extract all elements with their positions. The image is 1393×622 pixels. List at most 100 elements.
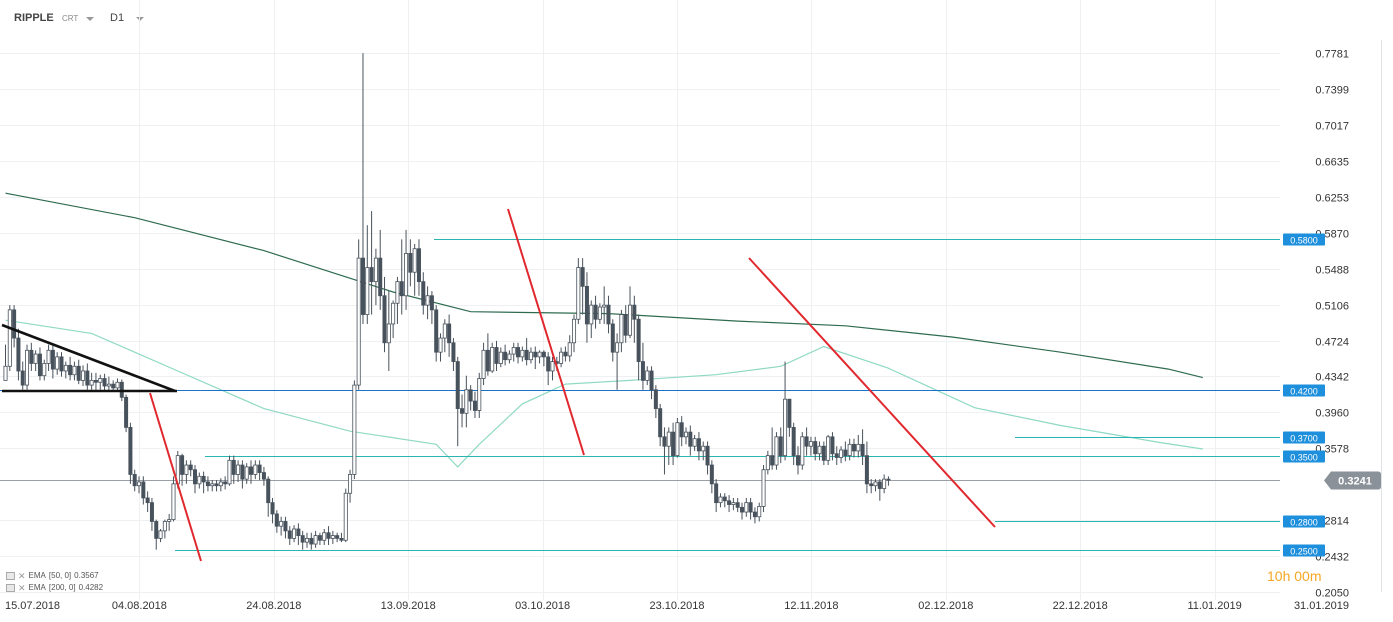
candle-bearish [382, 295, 387, 344]
level-price-tag-label: 0.4200 [1290, 387, 1318, 397]
candle-bearish [739, 506, 744, 513]
candle-bullish [244, 466, 249, 480]
level-price-tag [1283, 233, 1325, 246]
candle-bearish [787, 398, 792, 428]
candle-bearish [240, 464, 245, 480]
candle-bearish [37, 353, 42, 377]
candle-bullish [46, 349, 51, 364]
candle-bullish [761, 469, 766, 507]
indicator-settings-icon[interactable] [6, 584, 15, 592]
candle-bullish [42, 363, 47, 377]
candle-bullish [464, 389, 469, 414]
candle-bearish [451, 342, 456, 362]
triangle-upper-line [1, 323, 176, 393]
candle-bearish [623, 314, 628, 336]
candle-bearish [145, 497, 150, 504]
candle-bearish [778, 436, 783, 457]
candle-bearish [68, 364, 73, 376]
y-tick-label: 0.4724 [1315, 337, 1349, 349]
candle-bearish [460, 408, 465, 414]
candle-bullish [507, 353, 512, 361]
candle-bearish [270, 502, 275, 515]
type-dropdown-chevron-icon[interactable] [86, 17, 94, 21]
candle-bullish [7, 309, 12, 367]
candle-bullish [343, 492, 348, 541]
x-tick-label: 15.07.2018 [5, 600, 60, 612]
y-tick-label: 0.5488 [1315, 265, 1349, 277]
candle-bearish [193, 469, 198, 485]
candle-bearish [485, 349, 490, 372]
remove-indicator-icon[interactable]: ✕ [18, 583, 26, 593]
candle-bearish [429, 295, 434, 311]
candle-bearish [886, 478, 891, 481]
candle-bullish [873, 481, 878, 487]
candle-bullish [645, 370, 650, 381]
candle-bearish [416, 248, 421, 283]
candle-bearish [201, 475, 206, 483]
candle-bearish [447, 323, 452, 344]
candle-bearish [640, 361, 645, 381]
candle-bearish [671, 431, 676, 457]
countdown-minutes-unit: m [1309, 568, 1322, 584]
candle-bearish [59, 356, 64, 372]
candle-bearish [804, 436, 809, 447]
candle-bullish [567, 342, 572, 357]
x-tick-label: 03.10.2018 [515, 600, 570, 612]
candle-bearish [149, 502, 154, 522]
candle-bullish [55, 356, 60, 370]
level-price-tag [1283, 515, 1325, 528]
candle-bullish [395, 281, 400, 304]
candle-bearish [580, 267, 585, 287]
candle-bullish [628, 304, 633, 336]
candle-bullish [106, 383, 111, 387]
candle-bullish [615, 342, 620, 353]
candle-bullish [115, 381, 120, 389]
y-tick-label: 0.2050 [1315, 588, 1349, 600]
candle-bullish [481, 349, 486, 379]
candle-bearish [632, 304, 637, 320]
ema50-line [5, 319, 1203, 468]
candle-bearish [864, 455, 869, 485]
candle-bullish [597, 306, 602, 320]
candle-bearish [16, 337, 21, 372]
candle-bearish [546, 356, 551, 372]
candle-bullish [438, 337, 443, 353]
candle-bullish [765, 455, 770, 471]
timeframe-label[interactable]: D1 [110, 12, 125, 24]
candle-bullish [589, 304, 594, 325]
candle-bullish [391, 302, 396, 325]
candle-bearish [132, 474, 137, 487]
candle-bearish [283, 521, 288, 532]
candle-bullish [425, 295, 430, 306]
indicator-settings-icon[interactable] [6, 572, 15, 580]
level-price-tag-label: 0.5800 [1290, 236, 1318, 246]
candle-bullish [365, 267, 370, 315]
candle-bearish [434, 309, 439, 353]
x-tick-label: 22.12.2018 [1053, 600, 1108, 612]
candle-bullish [162, 521, 167, 532]
candle-bullish [666, 431, 671, 447]
symbol-label[interactable]: RIPPLE [14, 12, 54, 24]
candle-bearish [180, 455, 185, 475]
candle-bullish [89, 379, 94, 386]
candle-bullish [3, 365, 8, 381]
candle-bullish [602, 304, 607, 308]
candle-bullish [72, 365, 77, 376]
candle-bearish [636, 318, 641, 362]
candle-bearish [188, 464, 193, 471]
candle-bearish [791, 427, 796, 457]
y-tick-label: 0.6253 [1315, 193, 1349, 205]
candle-bearish [287, 530, 292, 539]
remove-indicator-icon[interactable]: ✕ [18, 571, 26, 581]
instrument-type-label[interactable]: CRT [62, 14, 79, 23]
level-price-tag-label: 0.3500 [1290, 453, 1318, 463]
candle-bearish [335, 535, 340, 539]
candle-bearish [231, 459, 236, 475]
candle-bullish [322, 532, 327, 541]
y-tick-label: 0.6635 [1315, 157, 1349, 169]
candle-bearish [472, 400, 477, 411]
current-price-tag [1324, 471, 1381, 490]
candle-bearish [339, 537, 344, 541]
level-price-tag-label: 0.2800 [1290, 518, 1318, 528]
